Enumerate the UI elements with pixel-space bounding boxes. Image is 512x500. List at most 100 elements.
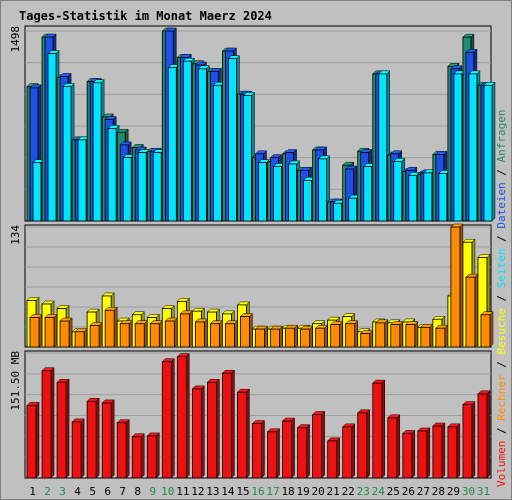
bar-rechner-day-19 [299, 325, 314, 348]
bar-volumen-day-20 [312, 410, 326, 479]
bar-rechner-day-30 [465, 273, 479, 348]
bar-volumen-day-8 [131, 433, 145, 479]
day-labels: 1 2 3 4 5 6 7 8 9 10 11 12 13 14 15 16 17 18 19 20 21 22 23 24 2… [29, 485, 490, 498]
y-tick-label: 1498 [9, 26, 22, 53]
day-label: 11 [176, 485, 189, 498]
bar-rechner-day-20 [315, 324, 329, 348]
bar-seiten-day-31 [483, 81, 496, 222]
bar-volumen-day-19 [296, 424, 311, 479]
day-label: 29 [447, 485, 460, 498]
legend-separator: / [495, 288, 508, 308]
panel-volume: 151.50 MB [9, 350, 492, 479]
bar-volumen-day-24 [372, 379, 386, 479]
day-label: 21 [327, 485, 340, 498]
bar-volumen-day-23 [357, 409, 371, 479]
day-label: 19 [296, 485, 309, 498]
panel-requests: 1498 [9, 25, 496, 222]
bar-rechner-day-8 [134, 320, 148, 348]
bar-volumen-day-22 [342, 423, 356, 479]
day-label: 20 [312, 485, 325, 498]
day-label: 7 [119, 485, 126, 498]
bar-volumen-day-10 [161, 358, 175, 479]
bar-rechner-day-10 [164, 317, 178, 348]
day-label: 12 [191, 485, 204, 498]
bar-volumen-day-13 [206, 378, 220, 479]
day-label: 8 [134, 485, 141, 498]
bar-rechner-day-26 [405, 321, 419, 348]
day-label: 28 [432, 485, 445, 498]
bar-rechner-day-21 [330, 321, 344, 348]
bar-rechner-day-9 [149, 320, 163, 348]
day-label: 25 [387, 485, 400, 498]
bar-rechner-day-11 [179, 310, 193, 348]
bar-volumen-day-4 [71, 418, 85, 479]
bar-volumen-day-9 [146, 432, 160, 479]
legend-anfragen: Anfragen [495, 109, 508, 162]
bar-rechner-day-14 [224, 320, 239, 348]
bar-rechner-day-23 [360, 329, 374, 348]
day-label: 6 [104, 485, 111, 498]
day-label: 2 [44, 485, 51, 498]
bar-rechner-day-22 [345, 320, 359, 348]
bar-rechner-day-3 [59, 317, 73, 348]
bar-volumen-day-30 [462, 400, 476, 479]
legend-rechner: Rechner [495, 374, 508, 421]
day-label: 15 [236, 485, 249, 498]
panel-visits: 134 [9, 223, 494, 348]
bar-volumen-day-17 [266, 428, 281, 479]
bar-volumen-day-5 [86, 397, 100, 479]
chart-title: Tages-Statistik im Monat Maerz 2024 [19, 9, 272, 23]
day-label: 22 [342, 485, 355, 498]
day-label: 3 [59, 485, 66, 498]
day-label: 30 [462, 485, 475, 498]
bar-volumen-day-26 [402, 429, 416, 479]
y-tick-label: 151.50 MB [9, 351, 22, 411]
day-label: 24 [372, 485, 386, 498]
legend-besuche: Besuche [495, 308, 508, 354]
day-label: 23 [357, 485, 370, 498]
bar-rechner-day-18 [284, 324, 299, 348]
bar-volumen-day-16 [251, 419, 266, 479]
day-label: 13 [206, 485, 219, 498]
bar-rechner-day-27 [420, 323, 434, 348]
bar-rechner-day-29 [450, 223, 464, 348]
legend-separator: / [495, 421, 508, 441]
bar-volumen-day-2 [41, 367, 55, 479]
day-label: 14 [221, 485, 235, 498]
day-label: 18 [281, 485, 294, 498]
bar-volumen-day-14 [221, 369, 236, 479]
bar-volumen-day-15 [236, 388, 251, 479]
bar-rechner-day-12 [194, 318, 208, 348]
legend-separator: / [495, 229, 508, 249]
day-label: 27 [417, 485, 430, 498]
legend-seiten: Seiten [495, 249, 508, 289]
bar-volumen-day-1 [26, 401, 40, 479]
y-tick-label: 134 [9, 225, 22, 245]
day-label: 16 [251, 485, 264, 498]
day-label: 17 [266, 485, 279, 498]
bar-volumen-day-31 [477, 390, 491, 479]
bar-rechner-day-15 [239, 312, 254, 348]
bar-rechner-day-1 [29, 313, 43, 348]
bar-rechner-day-31 [480, 311, 494, 348]
bar-volumen-day-12 [191, 385, 205, 479]
day-label: 5 [89, 485, 96, 498]
bar-volumen-day-21 [327, 437, 341, 479]
bar-rechner-day-25 [390, 321, 404, 348]
bar-rechner-day-24 [375, 319, 389, 348]
day-label: 1 [29, 485, 36, 498]
legend-separator: / [495, 355, 508, 375]
day-label: 26 [402, 485, 415, 498]
bar-rechner-day-13 [209, 320, 223, 348]
chart-legend: Volumen / Rechner / Besuche / Seiten / D… [495, 109, 508, 487]
bar-rechner-day-28 [435, 324, 449, 348]
day-label: 31 [477, 485, 490, 498]
bar-volumen-day-25 [387, 414, 401, 479]
bar-volumen-day-7 [116, 419, 130, 479]
bar-volumen-day-6 [101, 399, 115, 479]
bar-rechner-day-6 [104, 306, 118, 348]
day-label: 4 [74, 485, 81, 498]
bar-rechner-day-4 [74, 328, 88, 348]
